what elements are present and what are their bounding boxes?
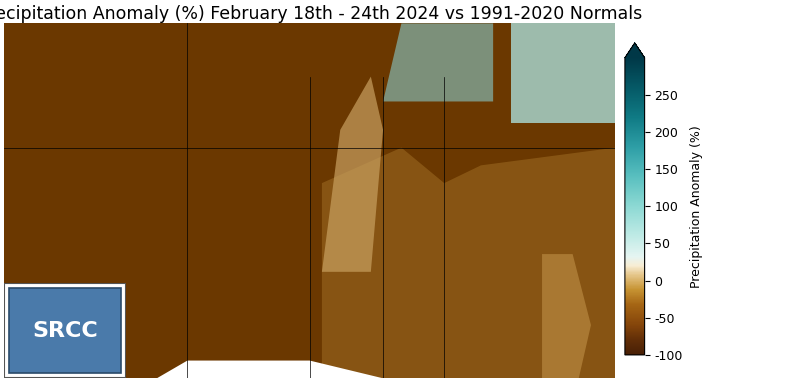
Polygon shape <box>511 23 615 123</box>
Title: Precipitation Anomaly (%) February 18th - 24th 2024 vs 1991-2020 Normals: Precipitation Anomaly (%) February 18th … <box>0 5 641 23</box>
Polygon shape <box>157 360 383 378</box>
Polygon shape <box>542 254 591 378</box>
Polygon shape <box>383 23 493 101</box>
Y-axis label: Precipitation Anomaly (%): Precipitation Anomaly (%) <box>690 125 703 288</box>
PathPatch shape <box>625 43 645 58</box>
FancyBboxPatch shape <box>9 289 122 372</box>
Polygon shape <box>322 76 383 272</box>
Polygon shape <box>322 147 615 378</box>
Text: SRCC: SRCC <box>32 321 98 340</box>
